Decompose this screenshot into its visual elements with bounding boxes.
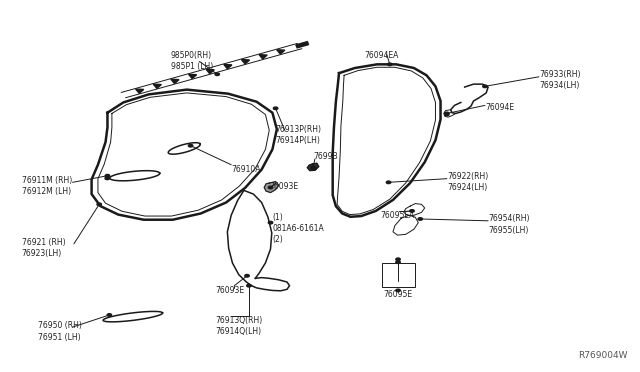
Circle shape xyxy=(273,107,278,110)
Text: 76095E: 76095E xyxy=(383,289,413,299)
Circle shape xyxy=(107,314,111,316)
Circle shape xyxy=(268,186,273,189)
Polygon shape xyxy=(241,60,250,64)
Circle shape xyxy=(388,63,392,65)
Circle shape xyxy=(445,113,449,116)
Circle shape xyxy=(311,166,316,169)
Circle shape xyxy=(387,181,391,184)
Polygon shape xyxy=(307,163,319,171)
Polygon shape xyxy=(296,42,308,48)
Circle shape xyxy=(396,258,400,260)
Circle shape xyxy=(245,275,249,277)
Text: R769004W: R769004W xyxy=(578,351,628,360)
Bar xyxy=(381,263,415,287)
Polygon shape xyxy=(264,182,279,193)
Text: 76921 (RH)
76923(LH): 76921 (RH) 76923(LH) xyxy=(22,238,65,258)
Polygon shape xyxy=(224,64,232,69)
Polygon shape xyxy=(189,74,196,78)
Text: (1)
081A6-6161A
(2): (1) 081A6-6161A (2) xyxy=(273,212,324,244)
Text: 76094EA: 76094EA xyxy=(364,51,399,60)
Text: 76950 (RH)
76951 (LH): 76950 (RH) 76951 (LH) xyxy=(38,321,81,341)
Polygon shape xyxy=(136,89,144,93)
Text: 76093E: 76093E xyxy=(269,182,298,190)
Text: 76093E: 76093E xyxy=(215,286,244,295)
Circle shape xyxy=(445,112,449,115)
Circle shape xyxy=(483,85,487,88)
Circle shape xyxy=(105,177,109,180)
Polygon shape xyxy=(153,84,161,89)
Text: 76911M (RH)
76912M (LH): 76911M (RH) 76912M (LH) xyxy=(22,176,72,196)
Circle shape xyxy=(396,289,400,292)
Text: 76910A: 76910A xyxy=(231,165,260,174)
Circle shape xyxy=(418,218,422,220)
Text: 76954(RH)
76955(LH): 76954(RH) 76955(LH) xyxy=(488,214,530,234)
Circle shape xyxy=(311,167,316,170)
Polygon shape xyxy=(259,55,267,59)
Text: 985P0(RH)
985P1 (LH): 985P0(RH) 985P1 (LH) xyxy=(171,51,213,71)
Text: 7699B: 7699B xyxy=(314,152,339,161)
Text: 76095EA: 76095EA xyxy=(380,211,415,220)
Circle shape xyxy=(268,221,273,224)
Circle shape xyxy=(396,261,400,263)
Circle shape xyxy=(410,210,414,212)
Polygon shape xyxy=(276,50,285,54)
Text: 76913P(RH)
76914P(LH): 76913P(RH) 76914P(LH) xyxy=(276,125,321,145)
Circle shape xyxy=(247,284,251,287)
Text: 76922(RH)
76924(LH): 76922(RH) 76924(LH) xyxy=(447,172,488,192)
Circle shape xyxy=(105,174,109,177)
Circle shape xyxy=(97,203,101,206)
Text: 76094E: 76094E xyxy=(485,103,514,112)
Text: 76913Q(RH)
76914Q(LH): 76913Q(RH) 76914Q(LH) xyxy=(215,316,262,336)
Text: 76933(RH)
76934(LH): 76933(RH) 76934(LH) xyxy=(539,70,580,90)
Polygon shape xyxy=(206,69,214,74)
Circle shape xyxy=(215,73,220,76)
Circle shape xyxy=(188,144,193,147)
Polygon shape xyxy=(171,79,179,84)
